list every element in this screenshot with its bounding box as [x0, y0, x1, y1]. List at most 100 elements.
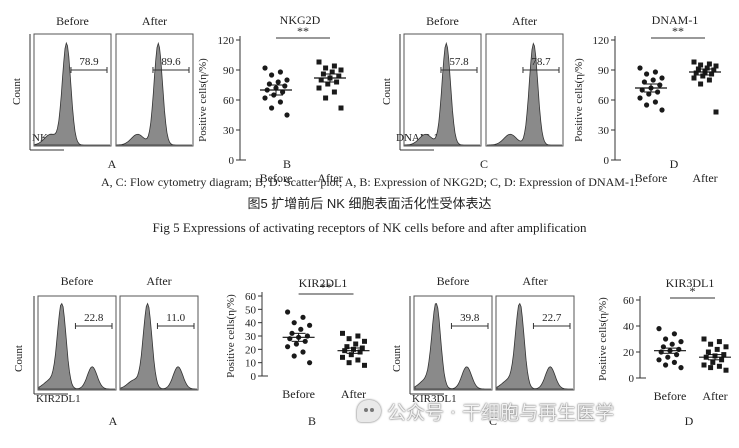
- histogram-label: Before: [61, 274, 94, 288]
- data-point-before: [646, 91, 652, 97]
- panel-label: A: [108, 157, 117, 171]
- histogram-curve: [38, 302, 115, 390]
- category-label: Before: [635, 171, 668, 185]
- category-label: After: [317, 171, 342, 185]
- data-point-after: [714, 346, 720, 352]
- y-tick-label: 120: [218, 35, 235, 47]
- data-point-after: [346, 360, 352, 366]
- data-point-before: [300, 314, 306, 320]
- significance-marker: **: [320, 280, 332, 294]
- data-point-after: [709, 71, 715, 77]
- data-point-after: [698, 62, 704, 68]
- data-point-after: [716, 363, 722, 369]
- histogram-curve: [120, 302, 197, 390]
- y-tick-label: 120: [593, 35, 610, 47]
- panel-label: B: [308, 414, 316, 428]
- histogram-curve: [414, 303, 491, 390]
- data-point-after: [710, 359, 716, 365]
- histogram-curve: [34, 41, 110, 146]
- category-label: After: [692, 171, 717, 185]
- histogram-label: After: [522, 274, 547, 288]
- data-point-before: [678, 365, 684, 371]
- gate-percent: 78.9: [79, 56, 99, 68]
- gate-percent: 78.7: [531, 56, 551, 68]
- data-point-after: [723, 367, 729, 373]
- category-label: After: [702, 389, 727, 403]
- y-tick-label: 60: [223, 95, 235, 107]
- count-axis-label: Count: [13, 345, 25, 372]
- data-point-after: [713, 109, 719, 115]
- histogram-frame: [37, 295, 117, 391]
- category-label: Before: [260, 171, 293, 185]
- significance-marker: **: [672, 24, 684, 38]
- data-point-after: [344, 344, 350, 350]
- data-point-after: [700, 73, 706, 79]
- data-point-after: [340, 354, 345, 360]
- y-tick-label: 40: [623, 321, 635, 333]
- data-point-after: [705, 349, 711, 355]
- data-point-before: [663, 362, 669, 368]
- histogram-label: After: [146, 274, 171, 288]
- histogram-label: Before: [426, 14, 459, 28]
- data-point-after: [706, 77, 712, 83]
- data-point-after: [721, 352, 727, 358]
- y-tick-label: 50: [245, 304, 257, 316]
- data-point-before: [657, 82, 663, 88]
- data-point-after: [691, 75, 697, 81]
- data-point-before: [266, 81, 272, 87]
- fig5-title-en: Fig 5 Expressions of activating receptor…: [153, 220, 587, 235]
- data-point-after: [340, 330, 345, 336]
- count-axis-label: Count: [391, 345, 403, 372]
- panel-label: A: [109, 414, 118, 428]
- y-tick-label: 60: [245, 291, 257, 303]
- data-point-before: [291, 320, 297, 326]
- data-point-before: [656, 357, 662, 363]
- data-point-before: [298, 326, 304, 332]
- histogram-frame: [115, 33, 194, 147]
- data-point-before: [275, 79, 281, 85]
- y-tick-label: 40: [245, 318, 257, 330]
- data-point-after: [716, 339, 722, 345]
- data-point-after: [723, 344, 729, 350]
- histogram-label: After: [512, 14, 537, 28]
- gate-percent: 22.7: [542, 312, 562, 324]
- panel-label: D: [670, 157, 679, 171]
- data-point-after: [357, 349, 363, 355]
- significance-marker: **: [297, 24, 309, 38]
- data-point-before: [660, 344, 667, 350]
- histogram-curve: [404, 41, 480, 146]
- data-point-before: [262, 95, 268, 101]
- data-point-after: [708, 365, 714, 371]
- fig5-legend: A, C: Flow cytometry diagram; B, D: Scat…: [101, 175, 638, 189]
- data-point-after: [331, 63, 337, 69]
- data-point-after: [325, 81, 331, 87]
- data-point-after: [355, 333, 361, 339]
- y-tick-label: 20: [245, 344, 257, 356]
- y-axis-label: Positive cells(η/%): [197, 58, 209, 142]
- histogram-curve: [487, 42, 562, 146]
- data-point-before: [637, 95, 643, 101]
- data-point-before: [678, 339, 684, 345]
- data-point-after: [698, 81, 704, 87]
- y-tick-label: 0: [251, 371, 257, 383]
- histogram-label: Before: [56, 14, 89, 28]
- panel-label: C: [489, 414, 497, 428]
- marker-axis-label: KIR3DL1: [412, 393, 457, 405]
- data-point-after: [713, 63, 719, 69]
- histogram-frame: [485, 33, 564, 147]
- data-point-after: [693, 70, 699, 76]
- data-point-after: [316, 59, 322, 65]
- data-point-before: [300, 349, 306, 355]
- data-point-after: [316, 85, 322, 91]
- data-point-before: [639, 87, 645, 93]
- y-tick-label: 90: [223, 65, 235, 77]
- data-point-after: [323, 65, 329, 71]
- histogram-frame: [119, 295, 199, 391]
- y-tick-label: 0: [629, 373, 635, 385]
- data-point-before: [282, 83, 288, 89]
- y-axis-label: Positive cells(η/%): [573, 58, 585, 142]
- data-point-before: [284, 112, 290, 118]
- y-tick-label: 30: [245, 331, 257, 343]
- category-label: Before: [654, 389, 687, 403]
